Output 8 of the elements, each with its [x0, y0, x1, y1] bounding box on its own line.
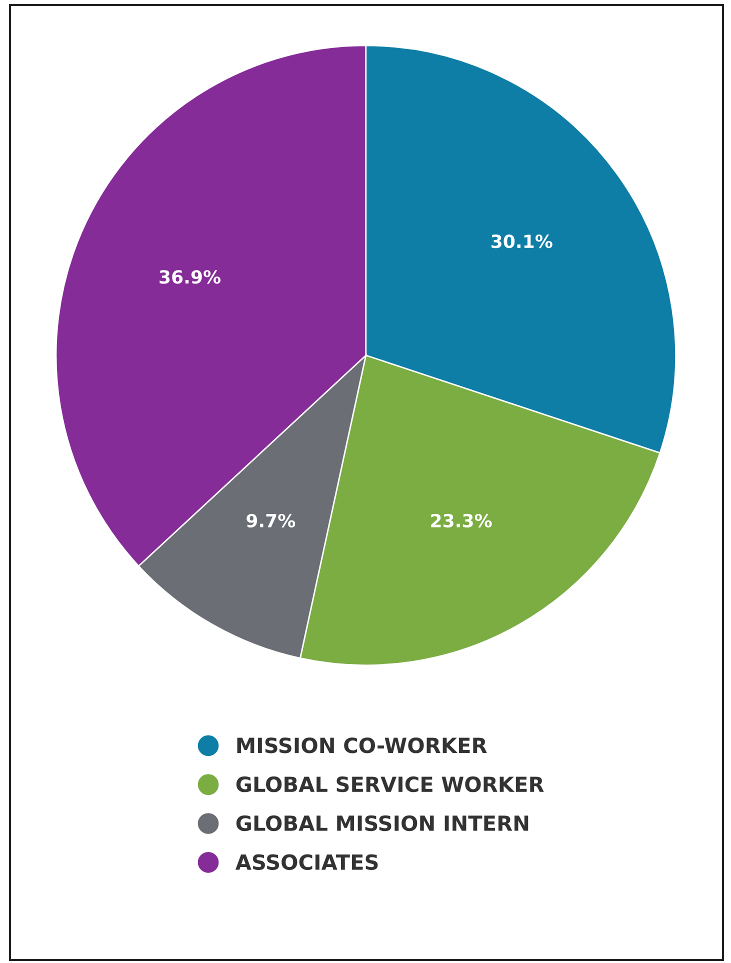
data-label: 9.7% — [246, 514, 296, 528]
legend-label: GLOBAL MISSION INTERN — [236, 815, 528, 832]
data-label: 36.9% — [160, 270, 221, 284]
data-label: 30.1% — [492, 234, 552, 248]
data-label: 23.3% — [431, 514, 492, 528]
legend-label: GLOBAL SERVICE WORKER — [236, 776, 544, 792]
legend-label: ASSOCIATES — [235, 854, 378, 870]
legend-label: MISSION CO-WORKER — [237, 738, 487, 754]
